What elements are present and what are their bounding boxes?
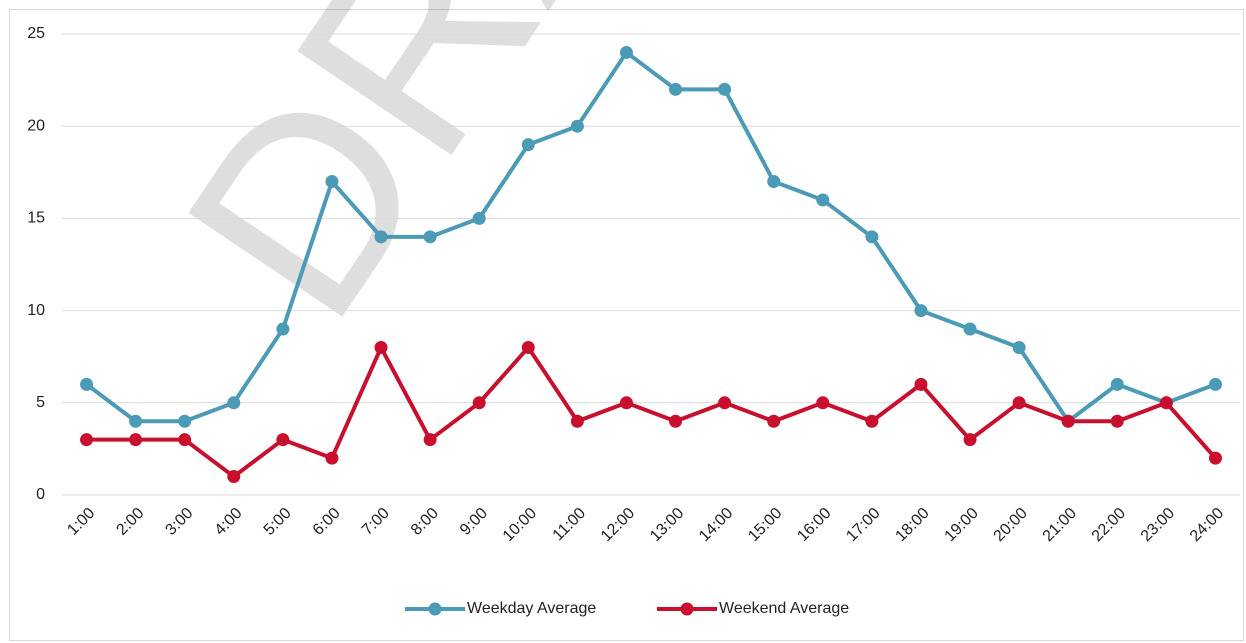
data-point [227, 470, 241, 484]
legend-label: Weekday Average [467, 600, 596, 617]
data-point [865, 230, 879, 244]
data-point [570, 414, 584, 428]
data-point [816, 193, 830, 207]
data-point [80, 433, 94, 447]
data-point [718, 396, 732, 410]
data-point [423, 433, 437, 447]
data-point [276, 322, 290, 336]
data-point [1110, 377, 1124, 391]
data-point [423, 230, 437, 244]
data-point [276, 433, 290, 447]
data-point [816, 396, 830, 410]
series-line [86, 345, 1217, 479]
data-point [325, 451, 339, 465]
data-point [914, 377, 928, 391]
data-point [178, 414, 192, 428]
y-tick-label: 10 [27, 302, 45, 319]
data-point [718, 82, 732, 96]
data-point [472, 396, 486, 410]
data-point [1061, 414, 1075, 428]
series-line [85, 50, 1217, 424]
data-point [227, 396, 241, 410]
data-point [619, 45, 633, 59]
y-tick-label: 5 [36, 394, 45, 411]
data-point [1012, 396, 1026, 410]
y-tick-label: 25 [27, 25, 45, 42]
data-point [129, 433, 143, 447]
legend-marker [680, 602, 694, 616]
y-tick-label: 20 [27, 117, 45, 134]
data-point [1208, 451, 1222, 465]
data-point [325, 175, 339, 189]
data-point [669, 82, 683, 96]
y-tick-label: 15 [27, 210, 45, 227]
chart-border [9, 9, 1244, 641]
data-point [767, 175, 781, 189]
data-point [1208, 377, 1222, 391]
data-point [374, 230, 388, 244]
data-point [374, 340, 388, 354]
data-point [472, 211, 486, 225]
data-point [80, 377, 94, 391]
data-point [963, 433, 977, 447]
data-point [914, 304, 928, 318]
data-point [570, 119, 584, 133]
data-point [1110, 414, 1124, 428]
data-point [963, 322, 977, 336]
data-point [521, 138, 535, 152]
data-point [619, 396, 633, 410]
data-point [767, 414, 781, 428]
data-point [1012, 340, 1026, 354]
data-point [178, 433, 192, 447]
legend-label: Weekend Average [719, 600, 849, 617]
y-tick-label: 0 [36, 486, 45, 503]
data-point [669, 414, 683, 428]
data-point [129, 414, 143, 428]
data-point [865, 414, 879, 428]
data-point [521, 340, 535, 354]
legend-marker [428, 602, 442, 616]
data-point [1159, 396, 1173, 410]
